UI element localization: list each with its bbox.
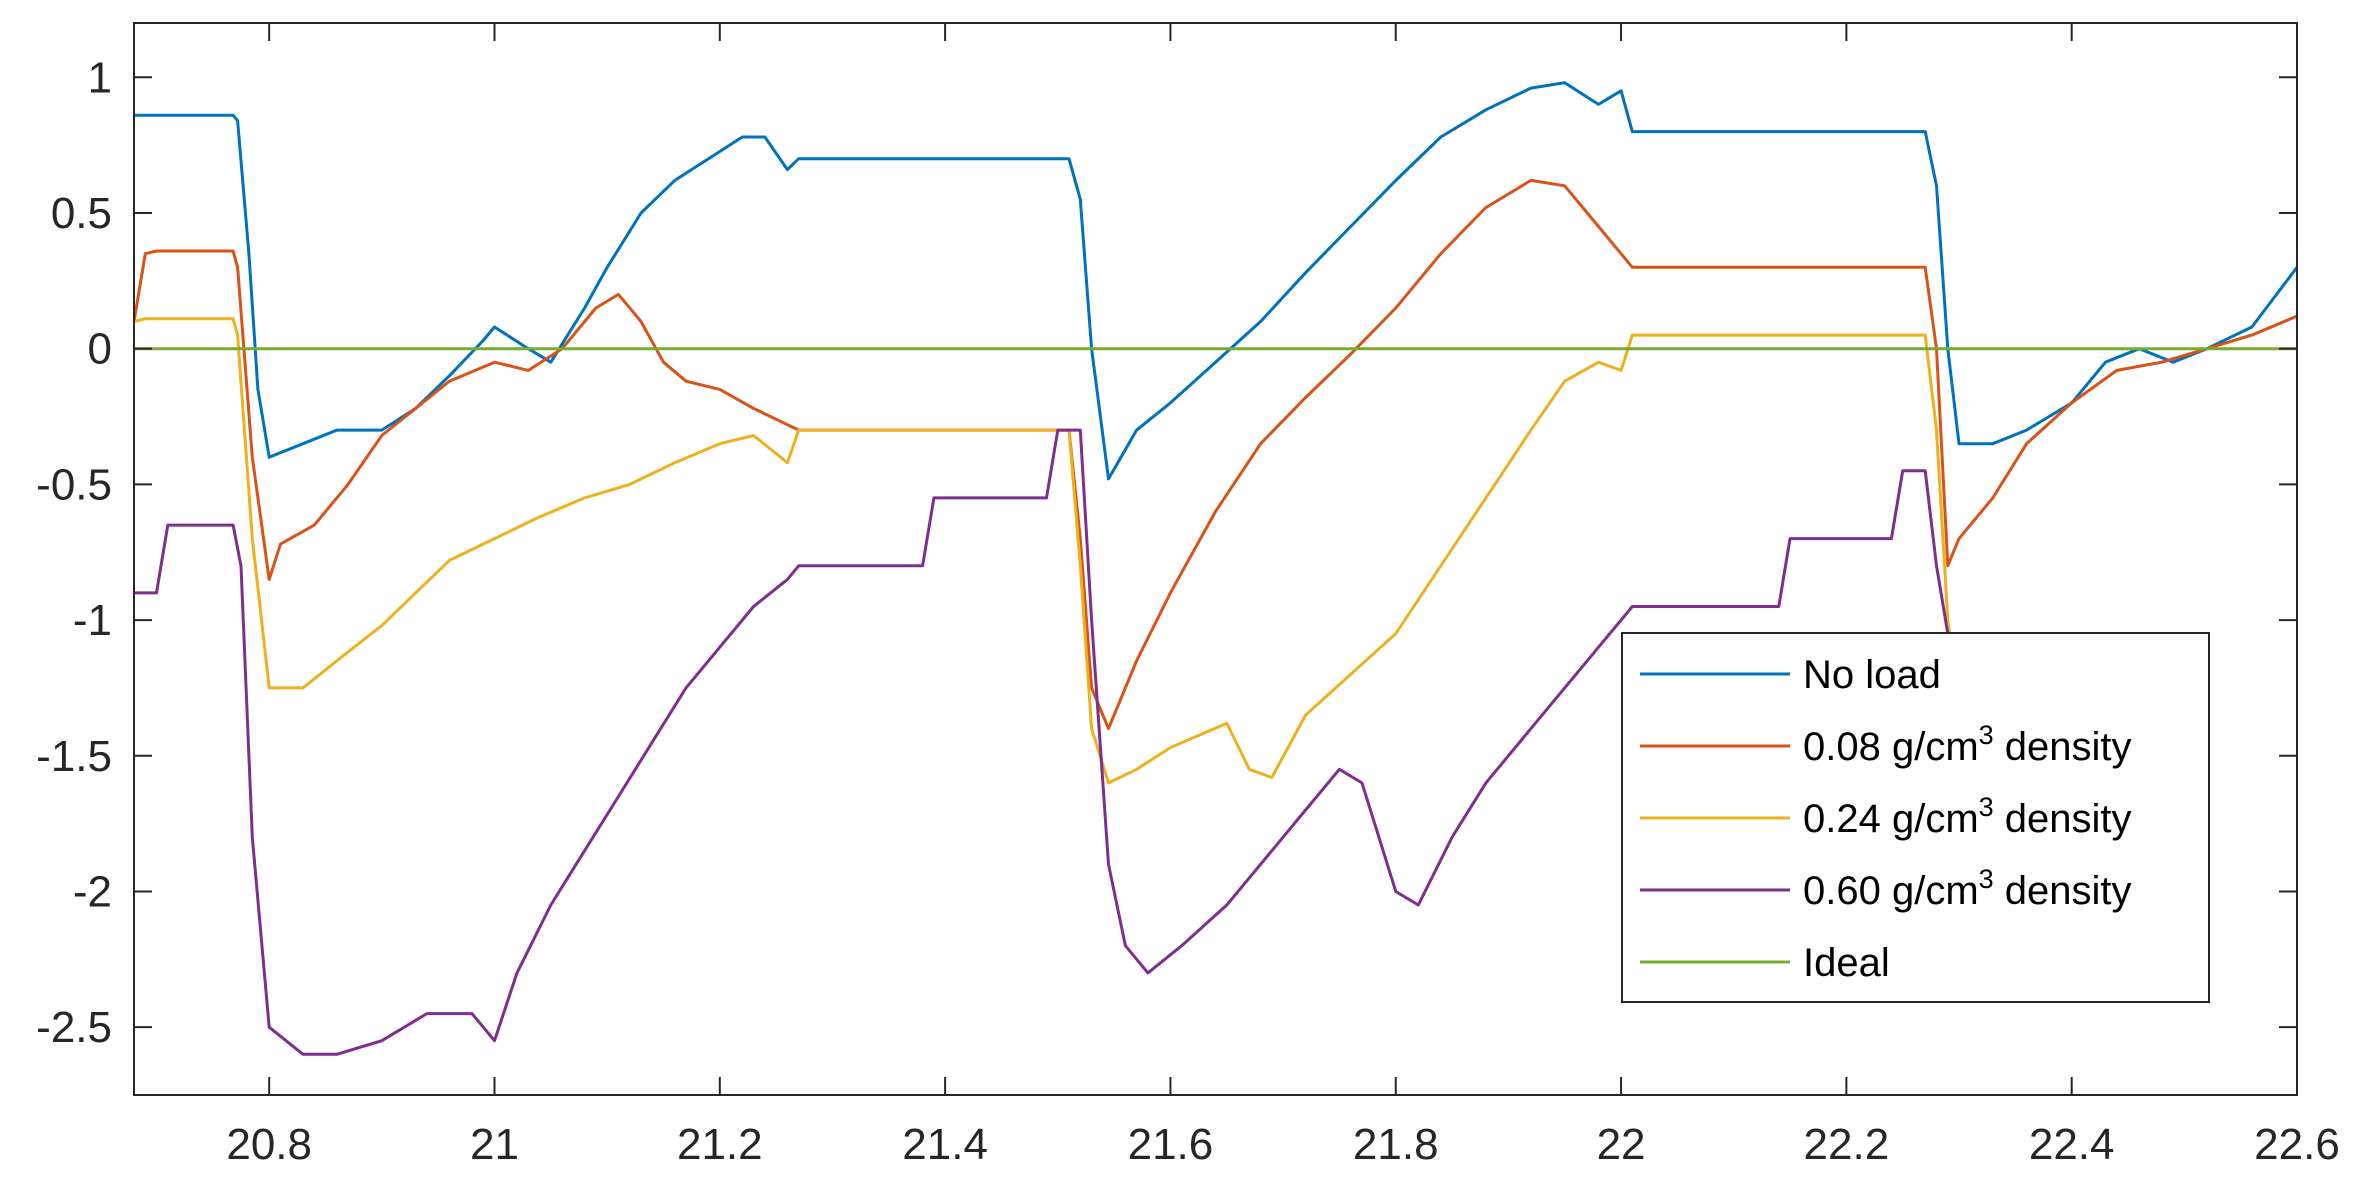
y-tick-label: -0.5	[36, 460, 112, 509]
y-tick-label: -2	[73, 867, 112, 916]
y-axis: 1 0.5 0 -0.5 -1 -1.5 -2 -2.5	[36, 53, 2297, 1052]
y-tick-label: 1	[88, 53, 112, 102]
legend-label-0-24-density: 0.24 g/cm3 density	[1803, 792, 2132, 841]
x-tick-label: 22.4	[2029, 1120, 2115, 1169]
series-line-0-08-g-cm3-density	[134, 178, 2297, 731]
y-tick-label: -1.5	[36, 732, 112, 781]
legend-label-0-60-density: 0.60 g/cm3 density	[1803, 864, 2132, 913]
y-tick-label: -1	[73, 596, 112, 645]
x-tick-label: 22.2	[1804, 1120, 1890, 1169]
series-layer	[134, 81, 2297, 1056]
plot-frame	[133, 22, 2298, 1096]
x-tick-label: 20.8	[226, 1120, 312, 1169]
legend: No load 0.08 g/cm3 density 0.24 g/cm3 de…	[1621, 632, 2210, 1003]
series-line-0-60-g-cm3-density	[134, 428, 1950, 1056]
y-tick-label: -2.5	[36, 1003, 112, 1052]
series-line-no-load	[134, 81, 2297, 481]
y-tick-label: 0.5	[51, 189, 112, 238]
x-tick-label: 21.4	[902, 1120, 988, 1169]
x-tick-label: 22	[1597, 1120, 1646, 1169]
x-tick-label: 21	[470, 1120, 519, 1169]
x-tick-label: 22.6	[2254, 1120, 2340, 1169]
series-line-0-24-g-cm3-density	[134, 317, 1961, 785]
legend-label-no-load: No load	[1803, 653, 1941, 697]
x-tick-label: 21.8	[1353, 1120, 1439, 1169]
legend-label-0-08-density: 0.08 g/cm3 density	[1803, 720, 2132, 769]
y-tick-label: 0	[88, 325, 112, 374]
x-tick-label: 21.2	[677, 1120, 763, 1169]
x-tick-label: 21.6	[1128, 1120, 1214, 1169]
legend-label-ideal: Ideal	[1803, 941, 1890, 985]
x-axis: 20.8 21 21.2 21.4 21.6 21.8 22 22.2 22.4 22.6	[226, 23, 2340, 1169]
